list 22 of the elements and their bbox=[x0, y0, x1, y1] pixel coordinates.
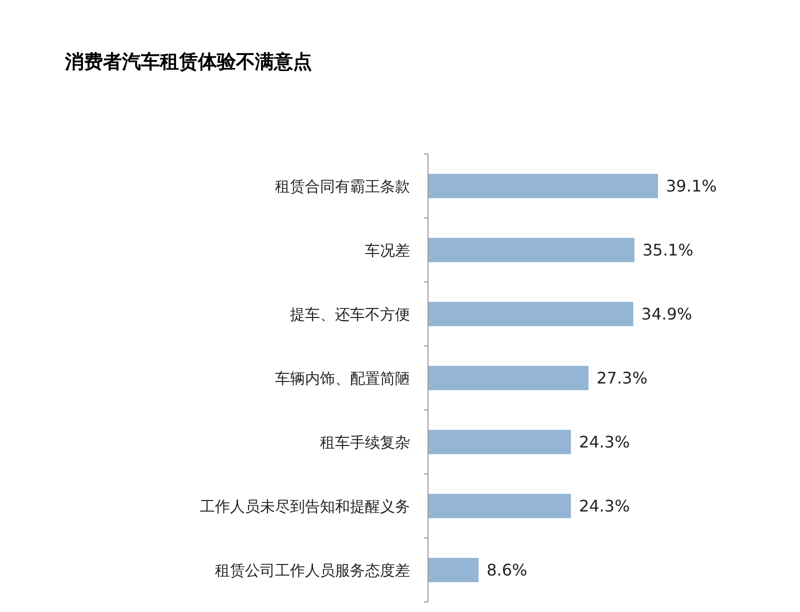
y-tick-label: 提车、还车不方便 bbox=[290, 305, 410, 324]
data-label: 27.3% bbox=[596, 368, 648, 388]
data-label: 34.9% bbox=[641, 304, 692, 324]
bar bbox=[428, 302, 634, 326]
data-label: 39.1% bbox=[666, 176, 717, 196]
data-label: 8.6% bbox=[486, 560, 528, 580]
bar bbox=[428, 430, 571, 454]
y-tick-label: 车辆内饰、配置简陋 bbox=[275, 369, 410, 388]
bar bbox=[428, 238, 634, 262]
y-tick-label: 车况差 bbox=[365, 241, 410, 260]
bar bbox=[428, 558, 479, 582]
data-label: 35.1% bbox=[642, 240, 694, 260]
data-label: 24.3% bbox=[578, 432, 630, 452]
bar bbox=[428, 494, 571, 518]
bar bbox=[428, 174, 658, 198]
y-tick-label: 工作人员未尽到告知和提醒义务 bbox=[200, 497, 410, 516]
y-tick-label: 租赁公司工作人员服务态度差 bbox=[215, 561, 410, 580]
text: 消费者汽车租赁体验不满意点 bbox=[64, 51, 312, 73]
y-tick-label: 租车手续复杂 bbox=[320, 433, 410, 452]
data-label: 24.3% bbox=[578, 496, 630, 516]
bar bbox=[428, 366, 589, 390]
y-tick-label: 租赁合同有霸王条款 bbox=[275, 177, 410, 196]
